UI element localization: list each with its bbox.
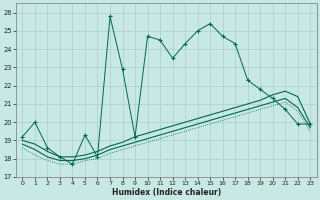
X-axis label: Humidex (Indice chaleur): Humidex (Indice chaleur) bbox=[112, 188, 221, 197]
